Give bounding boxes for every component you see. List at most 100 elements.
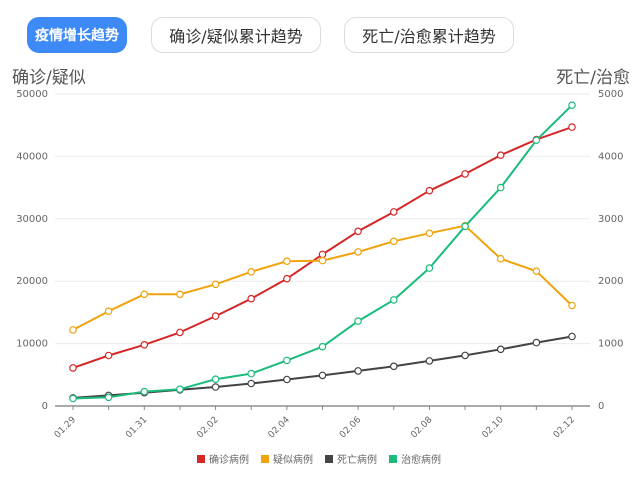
x-tick-label: 02.08 <box>409 415 434 440</box>
data-point <box>247 294 256 303</box>
data-point <box>69 364 77 372</box>
legend-label: 死亡病例 <box>337 453 377 466</box>
data-point <box>425 186 434 195</box>
data-point <box>496 345 505 354</box>
right-tick-label: 4000 <box>598 151 623 162</box>
data-point <box>69 394 77 403</box>
x-tick-label: 02.02 <box>195 415 220 440</box>
right-axis-ticks: 0 1000 2000 3000 4000 5000 <box>598 89 623 412</box>
left-axis-ticks: 0 10000 20000 30000 40000 50000 <box>16 89 48 412</box>
data-point <box>354 367 362 375</box>
legend-swatch <box>325 455 333 463</box>
data-point <box>283 375 291 384</box>
data-point <box>389 296 398 304</box>
grid-lines <box>55 93 590 345</box>
data-point <box>211 383 220 391</box>
left-axis-title: 确诊/疑似 <box>12 68 86 88</box>
series-2 <box>69 221 576 334</box>
right-tick-label: 0 <box>598 401 604 412</box>
data-point <box>568 123 576 131</box>
left-tick-label: 10000 <box>16 339 48 350</box>
data-point <box>389 237 398 246</box>
legend-swatch <box>389 455 397 463</box>
data-point <box>104 351 113 360</box>
data-point <box>354 227 362 236</box>
data-point <box>176 328 184 337</box>
data-point <box>389 208 398 216</box>
right-tick-label: 2000 <box>598 276 623 287</box>
data-point <box>496 254 505 263</box>
data-point <box>461 170 469 178</box>
tab-epidemic-growth-trend[interactable]: 疫情增长趋势 <box>27 17 127 53</box>
data-point <box>496 151 505 160</box>
right-tick-label: 1000 <box>598 339 623 350</box>
data-point <box>211 312 220 320</box>
data-point <box>283 356 291 365</box>
series-line <box>72 224 573 331</box>
data-point <box>176 290 184 299</box>
data-point <box>461 222 469 231</box>
data-point <box>425 229 434 238</box>
data-point <box>247 369 256 378</box>
tab-death-cured-trend[interactable]: 死亡/治愈累计趋势 <box>344 17 514 53</box>
left-tick-label: 0 <box>42 401 48 412</box>
data-point <box>461 351 469 360</box>
tab-bar: 疫情增长趋势 确诊/疑似累计趋势 死亡/治愈累计趋势 <box>0 0 639 70</box>
legend-swatch <box>261 455 269 463</box>
data-point <box>318 250 327 259</box>
data-point <box>318 342 327 351</box>
data-point <box>176 385 184 394</box>
data-point <box>532 136 541 145</box>
data-point <box>140 340 149 349</box>
data-point <box>247 267 256 276</box>
data-point <box>211 375 220 384</box>
data-point <box>104 307 113 316</box>
data-point <box>318 371 327 380</box>
data-point <box>283 257 291 266</box>
left-tick-label: 20000 <box>16 276 48 287</box>
data-point <box>425 357 434 365</box>
legend: 确诊病例 疑似病例 死亡病例 治愈病例 <box>197 453 441 466</box>
data-point <box>354 317 362 325</box>
x-tick-label: 01.29 <box>53 415 78 440</box>
x-tick-label: 01.31 <box>124 415 149 440</box>
left-tick-label: 40000 <box>16 151 48 162</box>
x-tick-label: 02.06 <box>338 415 363 440</box>
right-axis-title: 死亡/治愈 <box>556 68 630 88</box>
left-tick-label: 30000 <box>16 214 48 225</box>
data-point <box>69 326 77 334</box>
x-tick-label: 02.04 <box>267 415 292 440</box>
right-tick-label: 3000 <box>598 214 623 225</box>
data-point <box>425 264 434 272</box>
data-point <box>568 101 576 110</box>
left-tick-label: 50000 <box>16 89 48 100</box>
series-line <box>72 126 573 369</box>
legend-label: 确诊病例 <box>209 453 249 466</box>
series-1 <box>69 123 576 372</box>
x-tick-label: 02.10 <box>481 415 506 440</box>
legend-label: 疑似病例 <box>273 453 313 466</box>
data-point <box>532 267 541 276</box>
data-point <box>568 301 576 310</box>
right-tick-label: 5000 <box>598 89 623 100</box>
data-point <box>140 387 149 396</box>
data-point <box>318 256 327 265</box>
data-point <box>283 274 291 283</box>
data-point <box>211 280 220 289</box>
data-point <box>140 290 149 299</box>
data-point <box>247 379 256 388</box>
series-4 <box>69 101 576 403</box>
data-point <box>389 362 398 371</box>
data-point <box>568 332 576 341</box>
legend-swatch <box>197 455 205 463</box>
data-point <box>532 338 541 347</box>
legend-label: 治愈病例 <box>401 453 441 466</box>
tab-confirmed-suspected-trend[interactable]: 确诊/疑似累计趋势 <box>151 17 321 53</box>
x-axis: 01.29 01.31 02.02 02.04 02.06 02.08 02.10 02.12 <box>53 405 590 440</box>
series-layer <box>69 101 576 403</box>
x-tick-label: 02.12 <box>552 415 577 440</box>
data-point <box>496 183 505 192</box>
data-point <box>354 248 362 256</box>
data-point <box>104 393 113 402</box>
